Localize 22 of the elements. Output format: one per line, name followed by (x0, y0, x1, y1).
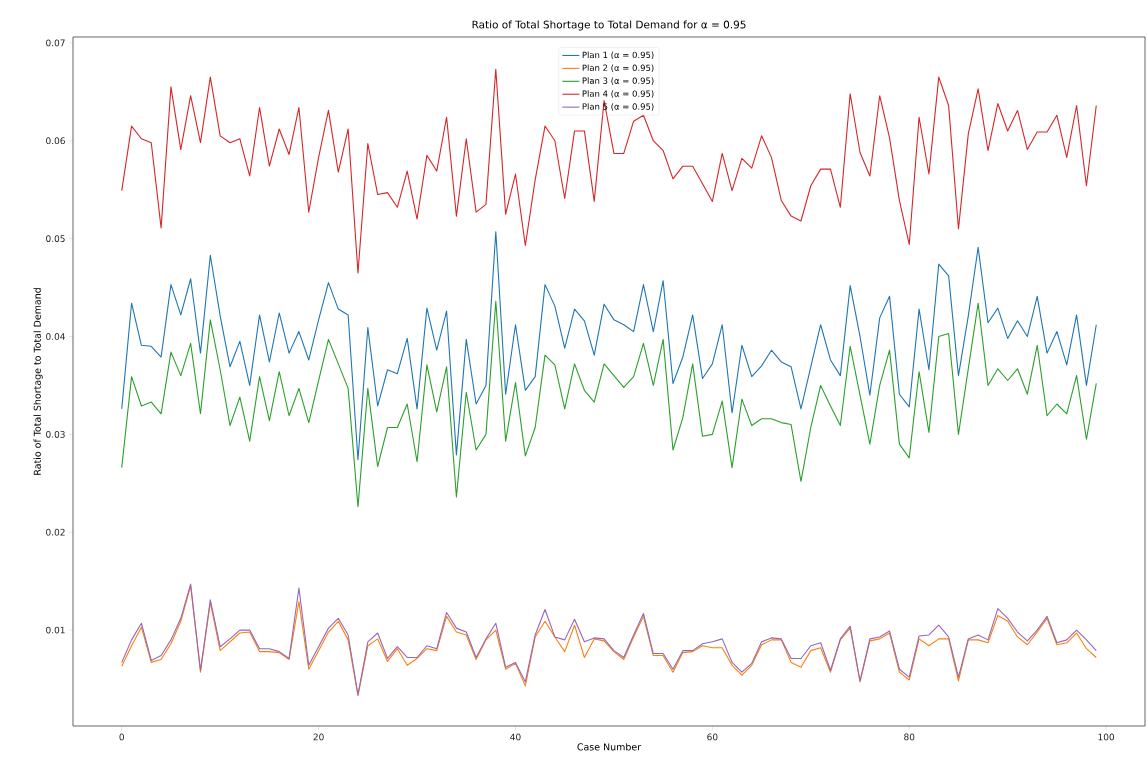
x-tick-label: 0 (119, 733, 124, 741)
y-tick-label: 0.02 (46, 528, 65, 536)
y-axis-title: Ratio of Total Shortage to Total Demand (33, 288, 43, 475)
x-tick-label: 80 (904, 733, 915, 741)
legend-label: Plan 2 (α = 0.95) (582, 64, 654, 72)
x-tick-label: 20 (313, 733, 324, 741)
y-tick-label: 0.05 (46, 235, 65, 242)
legend-label: Plan 1 (α = 0.95) (582, 51, 654, 60)
x-tick-label: 40 (510, 733, 521, 741)
y-tick-label: 0.07 (46, 39, 65, 47)
y-tick-label: 0.03 (46, 430, 65, 438)
legend-label: Plan 3 (α = 0.95) (582, 77, 654, 85)
x-tick-label: 60 (707, 733, 718, 741)
legend-label: Plan 5 (α = 0.95) (582, 103, 654, 111)
x-axis-title: Case Number (577, 743, 642, 751)
chart-title: Ratio of Total Shortage to Total Demand for α = 0.95 (472, 20, 746, 31)
y-tick-label: 0.04 (46, 333, 65, 340)
x-tick-label: 100 (1098, 733, 1115, 741)
y-tick-label: 0.01 (46, 626, 65, 634)
y-tick-label: 0.06 (46, 137, 65, 145)
line-series (121, 231, 1097, 461)
legend-label: Plan 4 (α = 0.95) (582, 90, 654, 98)
